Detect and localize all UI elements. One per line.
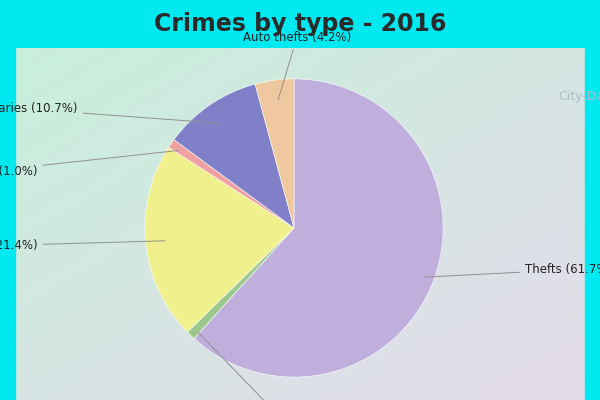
Wedge shape: [255, 79, 294, 228]
Wedge shape: [187, 228, 294, 338]
Text: Auto thefts (4.2%): Auto thefts (4.2%): [243, 31, 351, 100]
Wedge shape: [174, 84, 294, 228]
Text: Assaults (21.4%): Assaults (21.4%): [0, 239, 165, 252]
Text: City-Data.com: City-Data.com: [559, 90, 600, 103]
Wedge shape: [194, 79, 443, 377]
Wedge shape: [145, 147, 294, 332]
Text: Burglaries (10.7%): Burglaries (10.7%): [0, 102, 220, 123]
Text: Thefts (61.7%): Thefts (61.7%): [425, 263, 600, 277]
Wedge shape: [169, 140, 294, 228]
Text: Crimes by type - 2016: Crimes by type - 2016: [154, 12, 446, 36]
Text: Robberies (1.0%): Robberies (1.0%): [0, 150, 178, 178]
Bar: [0, 0, 600, 48]
Bar: [0, 48, 15, 400]
Bar: [585, 48, 600, 400]
Text: Rapes (1.0%): Rapes (1.0%): [197, 332, 335, 400]
